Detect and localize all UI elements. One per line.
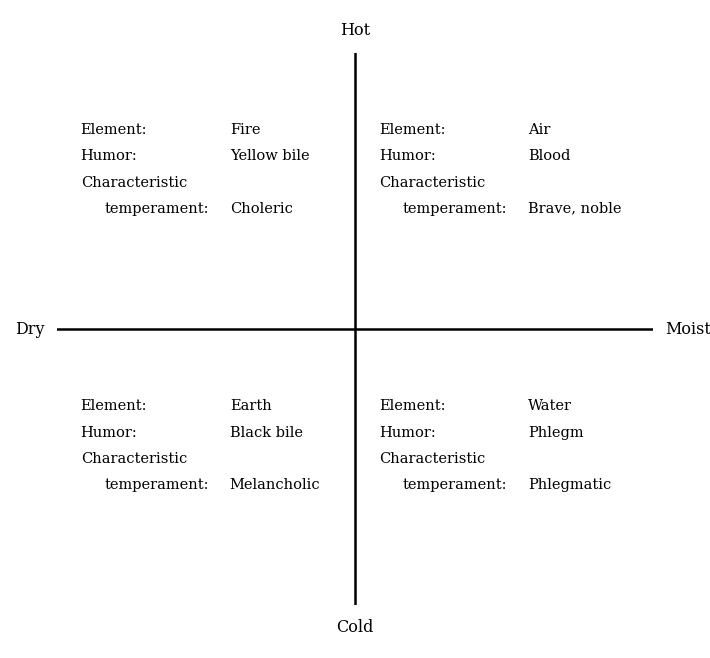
Text: Humor:: Humor:: [379, 149, 436, 163]
Text: Characteristic: Characteristic: [379, 176, 485, 190]
Text: Blood: Blood: [528, 149, 570, 163]
Text: Water: Water: [528, 399, 572, 413]
Text: Phlegmatic: Phlegmatic: [528, 478, 611, 492]
Text: Element:: Element:: [379, 123, 445, 137]
Text: Earth: Earth: [230, 399, 271, 413]
Text: Dry: Dry: [16, 320, 45, 338]
Text: Humor:: Humor:: [81, 426, 138, 440]
Text: Choleric: Choleric: [230, 202, 293, 216]
Text: Moist: Moist: [665, 320, 710, 338]
Text: Characteristic: Characteristic: [81, 452, 187, 466]
Text: Yellow bile: Yellow bile: [230, 149, 310, 163]
Text: Element:: Element:: [81, 399, 147, 413]
Text: Humor:: Humor:: [81, 149, 138, 163]
Text: Black bile: Black bile: [230, 426, 302, 440]
Text: Characteristic: Characteristic: [81, 176, 187, 190]
Text: temperament:: temperament:: [403, 202, 507, 216]
Text: Element:: Element:: [379, 399, 445, 413]
Text: Air: Air: [528, 123, 550, 137]
Text: Humor:: Humor:: [379, 426, 436, 440]
Text: Element:: Element:: [81, 123, 147, 137]
Text: Cold: Cold: [337, 619, 373, 636]
Text: temperament:: temperament:: [403, 478, 507, 492]
Text: temperament:: temperament:: [104, 202, 209, 216]
Text: Fire: Fire: [230, 123, 261, 137]
Text: Melancholic: Melancholic: [230, 478, 320, 492]
Text: Phlegm: Phlegm: [528, 426, 584, 440]
Text: Hot: Hot: [340, 22, 370, 39]
Text: Characteristic: Characteristic: [379, 452, 485, 466]
Text: Brave, noble: Brave, noble: [528, 202, 621, 216]
Text: temperament:: temperament:: [104, 478, 209, 492]
